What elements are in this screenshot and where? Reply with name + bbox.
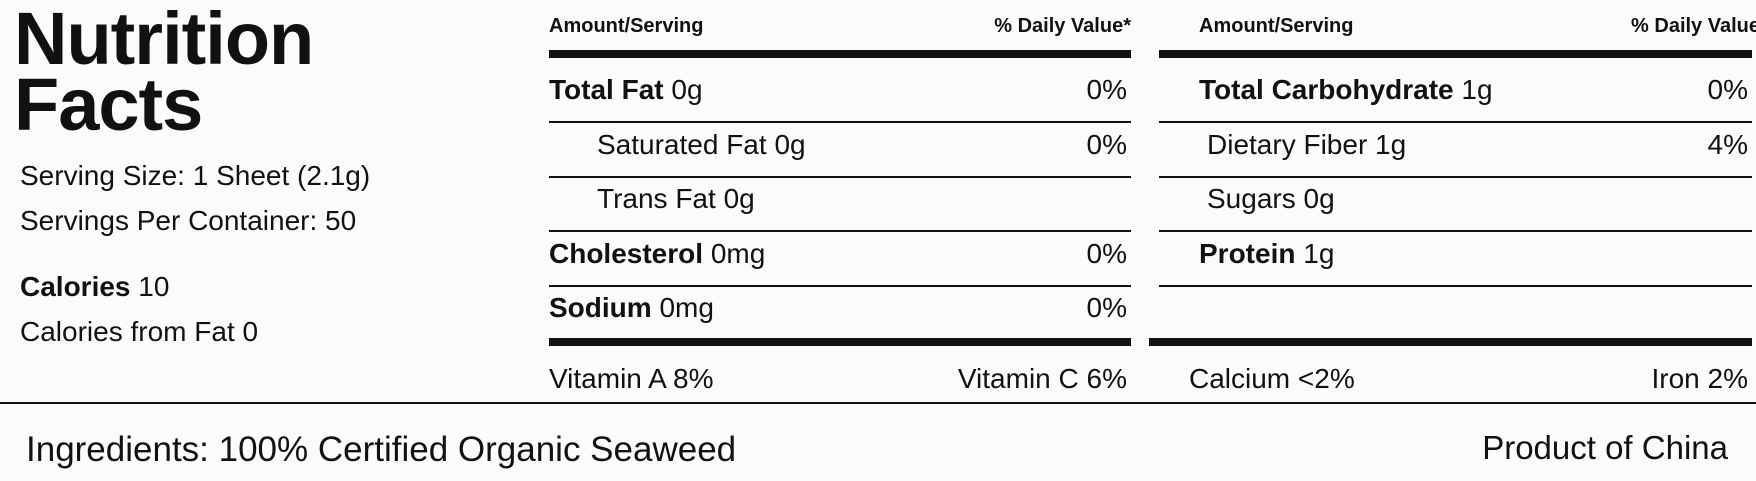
row-divider	[549, 284, 1131, 287]
nutrient-row: Trans Fat 0g	[597, 183, 755, 215]
nutrient-amount: 0g	[1303, 183, 1335, 214]
daily-value: 0%	[1707, 74, 1748, 105]
nutrient-name: Protein	[1199, 237, 1296, 269]
row-divider	[549, 230, 1131, 232]
calories-from-fat-value: 0	[242, 316, 259, 347]
nutrient-name: Dietary Fiber	[1207, 128, 1368, 160]
title: Facts	[14, 63, 203, 146]
nutrient-amount: 0mg	[659, 292, 714, 323]
nutrient-amount: 0mg	[710, 237, 766, 269]
header-dv: % Daily Value*	[994, 15, 1131, 37]
nutrient-row: Total Carbohydrate 1g	[1199, 74, 1493, 106]
daily-value: 0%	[1086, 128, 1127, 160]
daily-value: 4%	[1707, 128, 1748, 160]
nutrient-amount: 1g	[1303, 237, 1335, 269]
thick-rule	[1159, 50, 1752, 58]
row-divider	[1159, 230, 1752, 232]
nutrient-name: Trans Fat	[597, 183, 716, 214]
vitamin-value: 2%	[1707, 363, 1748, 394]
thick-rule	[1149, 338, 1752, 346]
nutrient-row: Protein 1g	[1199, 238, 1334, 270]
thick-rule	[549, 338, 1131, 346]
calories-from-fat: Calories from Fat 0	[20, 316, 258, 348]
vitamin-mineral: Vitamin A 8%	[549, 363, 713, 395]
nutrient-amount: 1g	[1375, 128, 1407, 160]
header-amount: Amount/Serving	[1199, 15, 1354, 37]
nutrient-amount: 1g	[1461, 74, 1493, 105]
nutrient-row: Total Fat 0g	[549, 74, 703, 106]
calories-from-fat-label: Calories from Fat	[20, 316, 235, 347]
calories-value: 10	[138, 271, 170, 302]
nutrient-name: Total Carbohydrate	[1199, 74, 1454, 105]
vitamin-mineral: Calcium <2%	[1189, 363, 1355, 395]
nutrient-amount: 0g	[723, 183, 755, 214]
row-divider	[1159, 175, 1752, 178]
vitamin-value: <2%	[1297, 363, 1355, 394]
nutrient-name: Total Fat	[549, 74, 664, 105]
vitamin-name: Vitamin A	[549, 363, 666, 394]
ingredients: Ingredients: 100% Certified Organic Seaw…	[26, 430, 737, 469]
row-divider	[1159, 284, 1752, 287]
daily-value: 0%	[1086, 237, 1127, 269]
vitamin-name: Iron	[1651, 363, 1700, 394]
nutrient-name: Saturated Fat	[597, 128, 767, 160]
nutrient-row: Sugars 0g	[1207, 183, 1335, 215]
vitamin-name: Vitamin C	[957, 363, 1079, 394]
row-divider	[549, 175, 1131, 178]
title: Nutrition	[14, 0, 314, 80]
nutrient-name: Cholesterol	[549, 237, 704, 269]
nutrient-name: Sugars	[1207, 183, 1296, 214]
vitamin-mineral: Vitamin C 6%	[958, 363, 1127, 395]
vitamin-value: 8%	[673, 363, 714, 394]
nutrient-name: Sodium	[549, 292, 652, 323]
serving-info: Serving Size: 1 Sheet (2.1g)	[20, 160, 371, 191]
header-amount: Amount/Serving	[549, 15, 704, 37]
nutrient-amount: 0g	[774, 128, 806, 160]
vitamin-mineral: Iron 2%	[1652, 363, 1749, 395]
vitamin-name: Calcium	[1189, 363, 1291, 394]
bottom-border	[0, 402, 1756, 404]
calories-label: Calories	[20, 271, 131, 302]
nutrient-row: Cholesterol 0mg	[549, 238, 765, 270]
nutrient-row: Dietary Fiber 1g	[1207, 129, 1406, 161]
thick-rule	[549, 50, 1131, 58]
nutrient-row: Sodium 0mg	[549, 292, 714, 324]
row-divider	[549, 121, 1131, 123]
daily-value: 0%	[1086, 292, 1127, 323]
nutrient-row: Saturated Fat 0g	[597, 129, 806, 161]
serving-info: Servings Per Container: 50	[20, 205, 357, 236]
calories: Calories 10	[20, 271, 169, 303]
nutrient-amount: 0g	[671, 74, 703, 105]
daily-value: 0%	[1086, 74, 1127, 105]
origin: Product of China	[1482, 429, 1728, 466]
header-dv: % Daily Value	[1631, 15, 1756, 37]
row-divider	[1159, 121, 1752, 123]
vitamin-value: 6%	[1086, 363, 1127, 394]
